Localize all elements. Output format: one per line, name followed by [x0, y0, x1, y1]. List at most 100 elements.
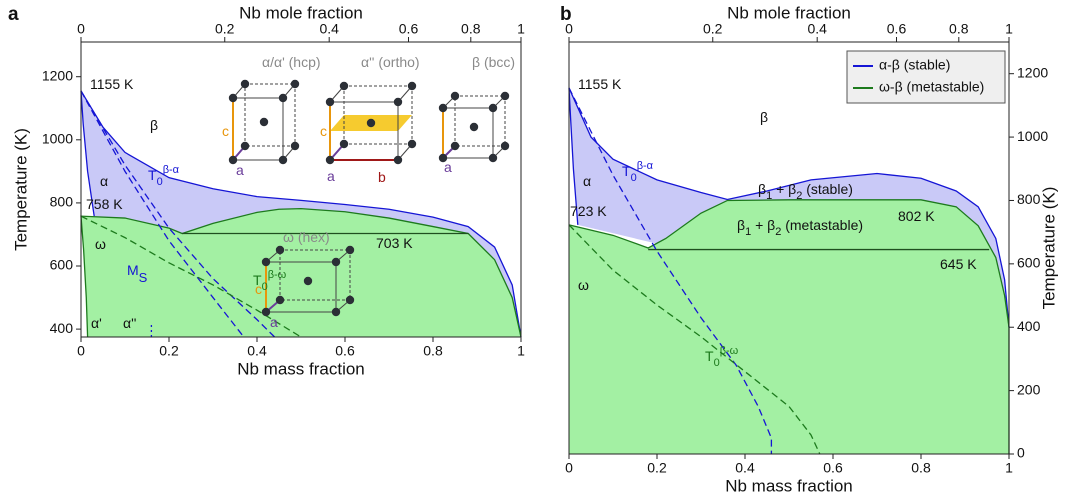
annotation-part: + β: [751, 217, 775, 233]
atom: [261, 257, 271, 267]
x2-tick-label: 0.2: [703, 21, 723, 37]
annotation: a: [327, 168, 335, 184]
annotation-part: 0: [631, 172, 637, 184]
annotation-part: c: [320, 123, 327, 139]
annotation: β: [760, 109, 768, 125]
annotation-part: T: [622, 163, 631, 179]
phase-boundary: [80, 90, 276, 338]
x2-tick-label: 0: [565, 21, 573, 37]
annotation-part: α: [583, 173, 591, 189]
atom: [278, 155, 288, 165]
annotation: c: [320, 123, 327, 139]
atom: [325, 155, 335, 165]
atom: [259, 117, 269, 127]
atom: [407, 139, 417, 149]
phase-boundary: [80, 90, 522, 338]
atom: [450, 91, 460, 101]
annotation-part: c: [222, 123, 229, 139]
annotation-part: β: [758, 181, 766, 197]
annotation-part: a: [444, 159, 452, 175]
x2-tick-label: 0.8: [949, 21, 969, 37]
x-tick-label: 0.4: [735, 460, 755, 476]
annotation-part: a: [327, 168, 335, 184]
annotation-part: a: [270, 314, 278, 330]
annotation-part: β-ω: [720, 345, 739, 357]
atom: [438, 103, 448, 113]
atom: [275, 295, 285, 305]
atom: [240, 79, 250, 89]
x2-tick-label: 0.4: [807, 21, 827, 37]
y-tick-label: 800: [1017, 191, 1041, 207]
annotation-part: 1: [745, 226, 751, 238]
panel-label: b: [560, 4, 572, 25]
atom: [339, 139, 349, 149]
y-tick-label: 400: [50, 320, 74, 336]
crystal-sketch: [325, 81, 417, 165]
annotation-part: 1155 K: [578, 76, 622, 92]
atom: [488, 153, 498, 163]
atom: [345, 295, 355, 305]
phase-boundary: [80, 90, 245, 338]
y-tick-label: 200: [1017, 381, 1041, 397]
x-axis-title: Nb mass fraction: [725, 476, 853, 495]
x-tick-label: 0: [565, 460, 573, 476]
annotation-part: β: [760, 109, 768, 125]
annotation-part: c: [255, 281, 262, 297]
annotation-part: ω (hex): [283, 229, 330, 245]
y-tick-label: 600: [50, 257, 74, 273]
annotation-part: 1: [766, 190, 772, 202]
annotation-part: (stable): [802, 181, 853, 197]
y-tick-label: 800: [50, 194, 74, 210]
atom: [438, 153, 448, 163]
annotation-part: b: [378, 169, 386, 185]
atom: [407, 81, 417, 91]
phase-region: [81, 208, 521, 337]
annotation-part: 802 K: [898, 208, 935, 224]
annotation-part: 645 K: [940, 256, 977, 272]
atom: [393, 97, 403, 107]
annotation: α: [583, 173, 591, 189]
annotation-part: α'' (ortho): [361, 54, 420, 70]
x-tick-label: 0.2: [159, 343, 179, 359]
x-tick-label: 0.4: [247, 343, 267, 359]
atom: [290, 79, 300, 89]
y-tick-label: 0: [1017, 445, 1025, 461]
atom: [339, 81, 349, 91]
atom: [275, 245, 285, 255]
annotation-part: β: [737, 217, 745, 233]
annotation-part: 758 K: [86, 196, 123, 212]
annotation: 758 K: [86, 196, 123, 212]
annotation: a: [444, 159, 452, 175]
phase-boundary: [568, 87, 773, 454]
annotation-part: (metastable): [781, 217, 863, 233]
annotation: a: [236, 162, 244, 178]
atom: [303, 276, 313, 286]
annotation-part: β: [150, 117, 158, 133]
annotation-part: 723 K: [570, 203, 607, 219]
atom: [345, 245, 355, 255]
atom: [469, 122, 479, 132]
atom: [366, 118, 376, 128]
annotation-part: β-α: [163, 164, 180, 176]
annotation: β1 + β2 (metastable): [737, 217, 863, 238]
annotation-part: β-ω: [268, 269, 287, 281]
y-tick-label: 400: [1017, 318, 1041, 334]
crystal-sketch: [438, 91, 510, 163]
annotation: 1155 K: [90, 76, 134, 92]
x2-tick-label: 0.6: [399, 21, 419, 37]
annotation-part: β (bcc): [472, 54, 515, 70]
y-tick-label: 1000: [1017, 128, 1048, 144]
annotation-part: 2: [796, 190, 802, 202]
plot-frame: [80, 41, 522, 338]
annotation-part: 0: [157, 176, 163, 188]
x-tick-label: 0.6: [823, 460, 843, 476]
y-axis-title: Temperature (K): [1039, 187, 1058, 310]
atom: [393, 155, 403, 165]
annotation-part: β-α: [637, 160, 654, 172]
annotation-part: α/α' (hcp): [262, 54, 321, 70]
annotation-part: 703 K: [376, 235, 413, 251]
x2-tick-label: 0.6: [887, 21, 907, 37]
annotation: β: [150, 117, 158, 133]
atom: [228, 93, 238, 103]
legend-label: ω-β (metastable): [879, 79, 984, 95]
